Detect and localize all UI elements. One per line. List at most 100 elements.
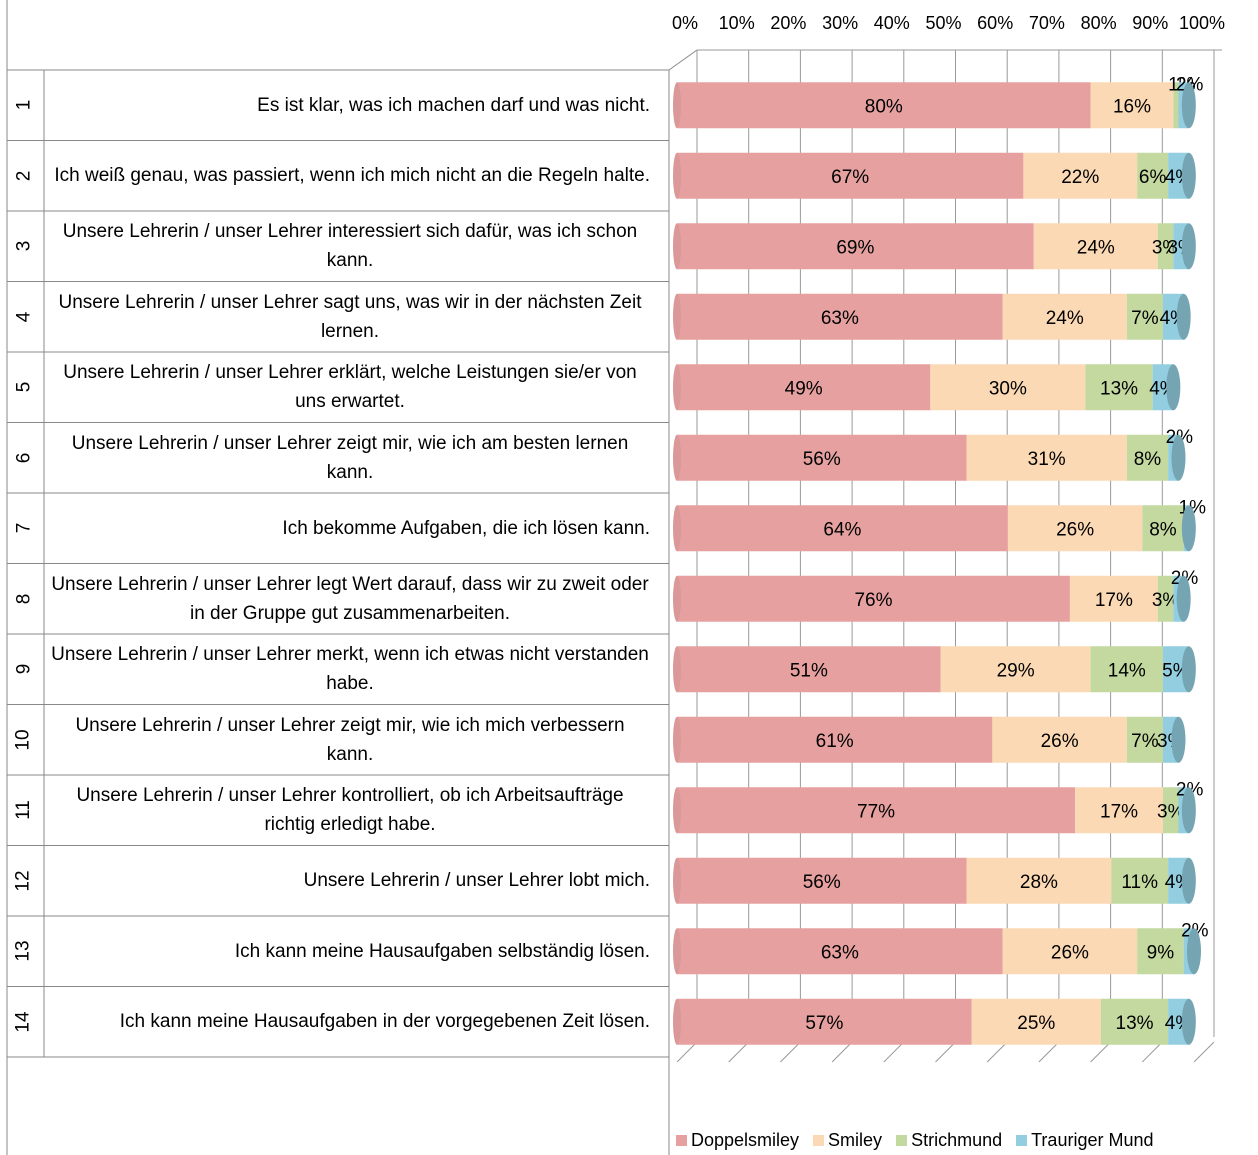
legend-swatch [813,1135,825,1146]
legend-label: Trauriger Mund [1031,1130,1154,1150]
bar-end-cap [1181,787,1196,834]
bar-start-cap [673,505,681,552]
bar-segment [1002,293,1127,340]
legend-item: Smiley [813,1130,882,1151]
data-label: 8% [1149,519,1177,540]
x-tick-label: 40% [874,13,910,33]
bar-end-cap [1181,223,1196,270]
bar-segment [1111,857,1169,904]
bar-segment [930,364,1086,411]
bar-segment [677,857,967,904]
data-label: 14% [1108,660,1146,681]
bar-segment [677,505,1008,552]
bar-segment [1142,505,1184,552]
category-label: Unsere Lehrerin / unser Lehrer lobt mich… [303,870,650,892]
data-label: 11% [1121,872,1158,893]
bar-segment [1126,716,1163,763]
x-tick-label: 80% [1081,13,1117,33]
data-label: 24% [1046,308,1084,329]
data-label: 3% [1152,590,1180,611]
category-number: 6 [12,452,34,464]
bar-segment [1173,82,1179,129]
data-label: 26% [1056,519,1094,540]
legend-label: Strichmund [911,1130,1003,1150]
bar-segment [992,716,1127,763]
data-label: 17% [1095,590,1133,611]
bar-segment [966,857,1112,904]
bar-end-cap [1181,82,1196,129]
bar-start-cap [673,364,681,411]
category-number: 14 [12,1011,34,1033]
bar-segment [1002,928,1138,975]
bar-end-cap [1171,716,1186,763]
bar-start-cap [673,646,681,693]
data-label: 76% [854,590,892,611]
floor-gridline [728,1041,750,1063]
data-label: 13% [1116,1013,1154,1034]
data-label: 77% [857,801,895,822]
bar-segment [677,434,967,481]
legend-item: Doppelsmiley [676,1130,799,1151]
data-label: 49% [785,378,823,399]
category-label: Unsere Lehrerin / unser Lehrer zeigt mir… [71,432,629,483]
category-label: Unsere Lehrerin / unser Lehrer zeigt mir… [75,714,625,765]
data-label: 26% [1051,942,1089,963]
category-label: Unsere Lehrerin / unser Lehrer merkt, we… [51,644,649,695]
data-label: 3% [1157,801,1185,822]
bar-segment [677,82,1091,129]
data-label: 13% [1100,378,1138,399]
category-number: 3 [12,240,34,252]
data-label: 9% [1147,942,1175,963]
data-label: 29% [997,660,1035,681]
bar-end-cap [1181,505,1196,552]
data-label: 67% [831,167,869,188]
bar-segment [677,928,1003,975]
bar-segment [677,575,1070,622]
bar-segment [1085,364,1153,411]
bar-end-cap [1176,575,1191,622]
category-number: 5 [12,381,34,393]
bar-end-cap [1181,152,1196,199]
bar-start-cap [673,787,681,834]
data-label: 6% [1139,167,1167,188]
bar-end-cap [1181,998,1196,1045]
bar-segment [677,293,1003,340]
legend-label: Smiley [828,1130,883,1150]
bar-segment [1069,575,1158,622]
category-number: 2 [12,170,34,182]
bar-segment [1162,787,1179,834]
bar-segment [1126,293,1163,340]
data-label: 7% [1131,308,1159,329]
legend-item: Strichmund [896,1130,1002,1151]
category-label: Es ist klar, was ich machen darf und was… [257,94,650,116]
bar-segment [677,152,1024,199]
category-number: 11 [12,800,34,821]
category-label: Unsere Lehrerin / unser Lehrer sagt uns,… [58,291,642,342]
data-label: 26% [1041,731,1079,752]
x-tick-label: 0% [672,13,698,33]
x-tick-label: 60% [977,13,1013,33]
floor-gridline [935,1041,956,1063]
floor-gridline [1038,1041,1060,1063]
data-label: 22% [1061,167,1099,188]
bar-end-cap [1166,364,1181,411]
data-label: 31% [1028,449,1066,470]
bar-end-cap [1187,928,1201,975]
bar-segment [1157,575,1174,622]
category-label: Unsere Lehrerin / unser Lehrer erklärt, … [63,362,637,413]
floor-gridline [831,1041,853,1063]
x-tick-label: 50% [925,13,961,33]
data-label: 69% [836,237,874,258]
bar-segment [971,998,1101,1045]
bar-segment [1090,646,1163,693]
bar-segment [1100,998,1169,1045]
bar-start-cap [673,152,681,199]
chart-legend: Doppelsmiley Smiley Strichmund Trauriger Mu… [676,1130,1154,1151]
data-label: 57% [805,1013,843,1034]
bar-start-cap [673,434,681,481]
legend-swatch [896,1135,908,1146]
category-number: 4 [12,311,34,323]
data-label: 56% [803,872,841,893]
category-number: 10 [12,729,34,751]
